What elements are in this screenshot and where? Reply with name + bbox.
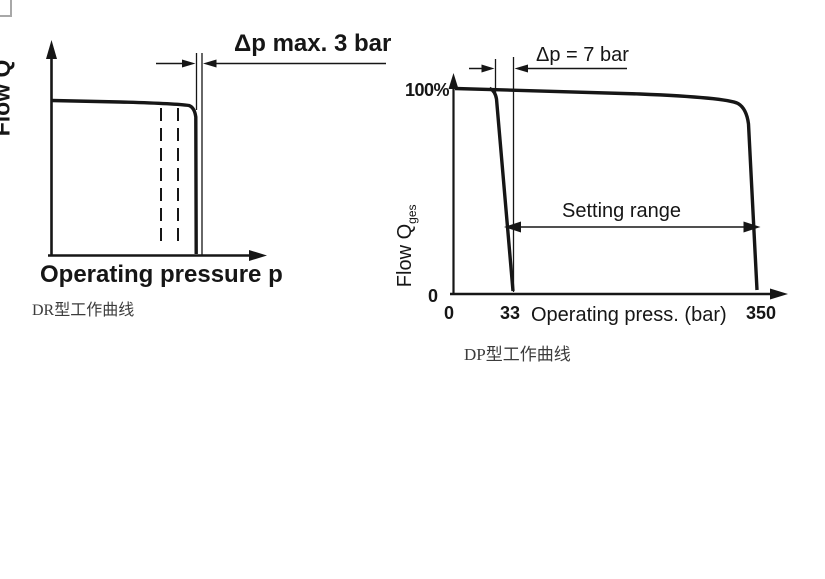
dp-y-axis-arrow-icon [448,73,459,89]
dp-y-tick-100: 100% [404,80,450,100]
dr-x-axis-arrow-icon [249,250,267,261]
dp-y-axis-label-text: Flow Q [393,223,416,288]
dp-y-tick-0: 0 [427,286,438,306]
dr-dimension-arrow-left-icon [203,59,217,68]
dr-y-axis-label: Flow Q [0,60,15,137]
dp-x-tick-33: 33 [500,303,521,323]
dp-x-tick-350: 350 [746,303,777,323]
dp-y-axis-label-subscript: ges [404,204,419,224]
dp-y-axis-label: Flow Qges [394,204,419,287]
dr-chart-caption: DR型工作曲线 [32,302,135,319]
dr-dimension-arrow-right-icon [182,59,196,68]
dp-setting-range-label: Setting range [562,200,681,222]
dr-y-axis-arrow-icon [46,40,57,59]
dp-setting-range-arrow-left-icon [504,221,521,233]
scan-corner-mark [0,0,12,17]
dp-chart-caption: DP型工作曲线 [464,345,571,364]
dp-max-setting-curve [454,86,759,291]
dr-characteristic-curve [51,98,198,255]
dr-dp-annotation: Δp max. 3 bar [234,30,392,57]
dr-x-axis-label: Operating pressure p [40,261,283,288]
dp-dp-annotation: Δp = 7 bar [536,44,629,66]
dp-dimension-arrow-right-icon [481,64,495,73]
dp-x-tick-0: 0 [444,303,455,323]
dp-dimension-arrow-left-icon [514,64,528,73]
dp-x-axis-arrow-icon [770,288,788,300]
dp-x-axis-label: Operating press. (bar) [531,304,727,326]
dp-min-setting-curve [488,86,515,292]
dp-setting-range-arrow-right-icon [743,221,761,233]
